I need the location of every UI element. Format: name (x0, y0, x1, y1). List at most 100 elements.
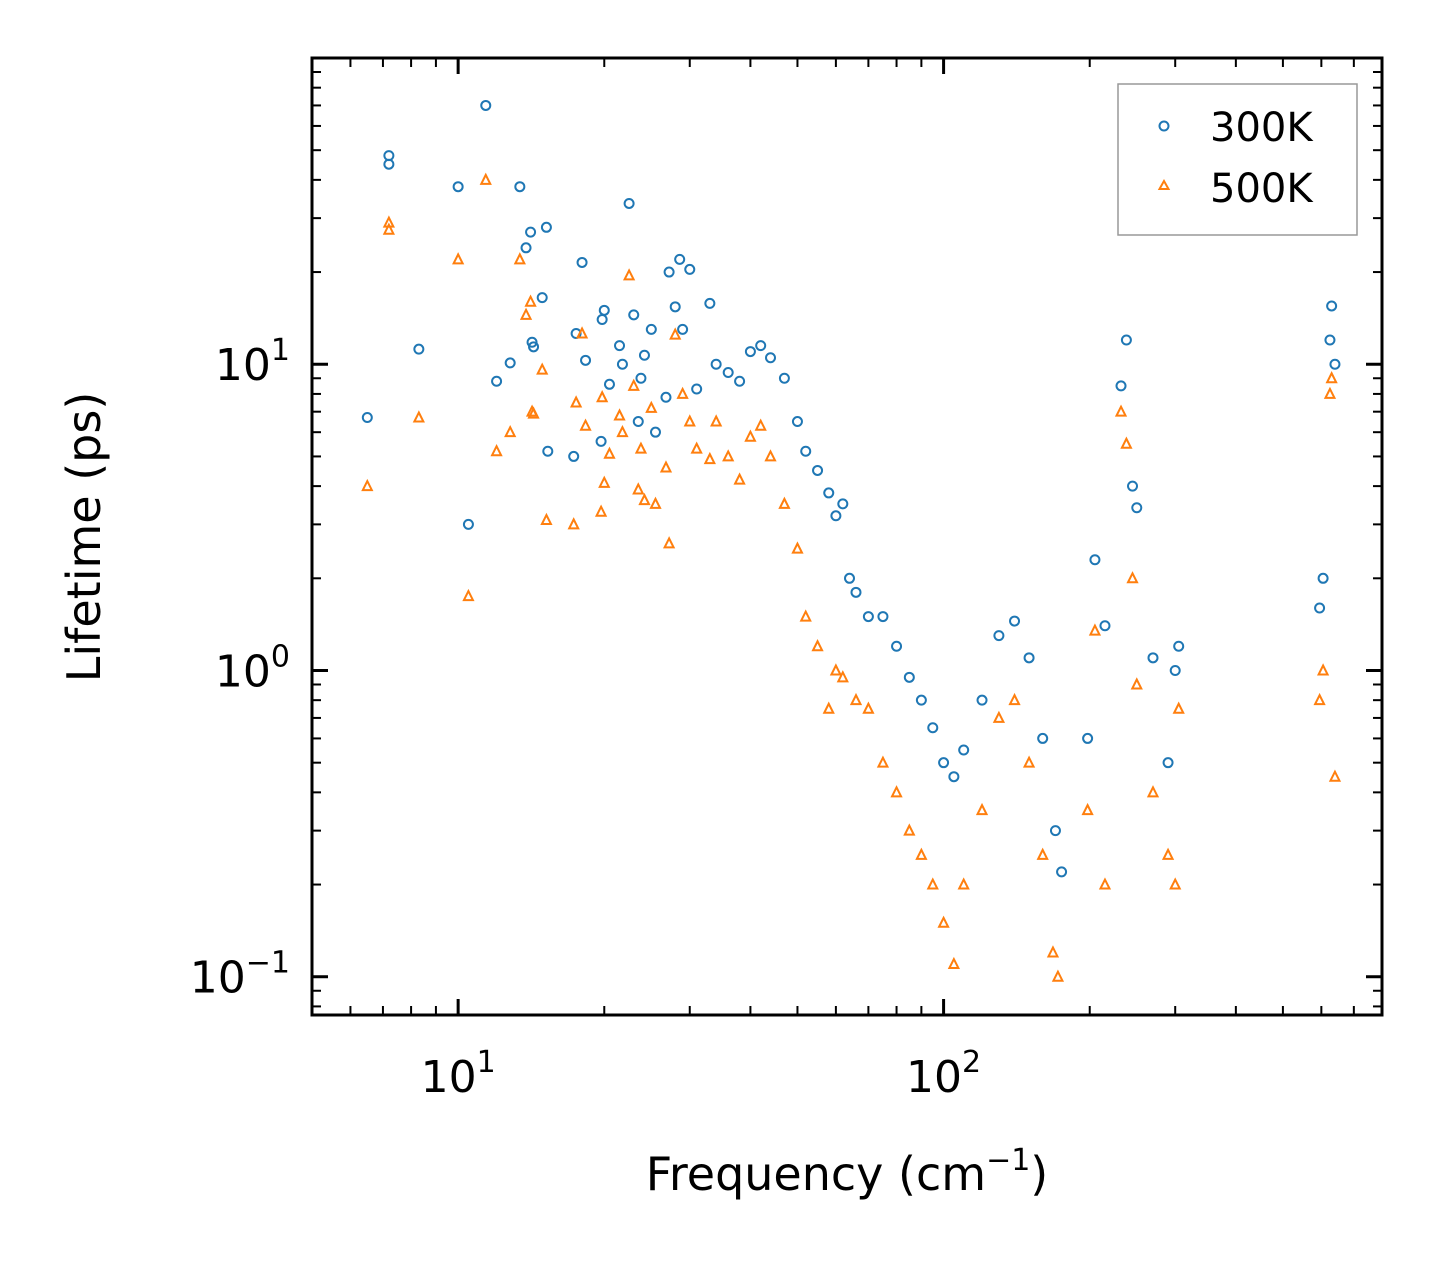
data-point-300k (540, 221, 552, 233)
data-point-300k (691, 383, 703, 395)
data-point-300k (649, 426, 661, 438)
data-point-500k (791, 541, 804, 554)
plot-frame (310, 56, 1384, 1017)
data-point-300k (877, 611, 889, 623)
data-point-300k (800, 445, 812, 457)
data-point-300k (1131, 502, 1143, 514)
data-point-500k (710, 414, 723, 427)
data-point-300k (598, 304, 610, 316)
legend-marker-300k (1158, 120, 1170, 132)
data-point-500k (722, 449, 735, 462)
data-point-500k (412, 410, 425, 423)
data-point-500k (1036, 847, 1049, 860)
data-point-500k (638, 492, 651, 506)
data-point-300k (525, 226, 537, 238)
data-point-500k (1098, 877, 1112, 890)
data-point-300k (632, 416, 644, 428)
data-point-500k (1008, 692, 1021, 706)
data-point-500k (524, 294, 537, 307)
data-point-300k (595, 435, 607, 447)
data-point-300k (734, 375, 746, 387)
data-point-300k (674, 253, 686, 265)
y-tick-label: 10−1 (190, 946, 290, 1004)
data-point-500k (829, 663, 843, 676)
data-point-500k (462, 588, 475, 602)
data-point-500k (1325, 371, 1338, 384)
series-500k (361, 172, 1342, 982)
data-point-300k (452, 181, 464, 193)
data-point-300k (576, 256, 588, 268)
data-point-500k (754, 418, 767, 431)
data-point-500k (1120, 436, 1133, 449)
data-point-500k (836, 670, 849, 683)
data-point-500k (1328, 769, 1342, 782)
data-point-500k (690, 441, 703, 454)
data-point-300k (862, 611, 874, 623)
data-point-500k (1323, 386, 1337, 399)
data-point-500k (382, 222, 395, 235)
data-point-500k (876, 755, 890, 768)
data-point-300k (778, 372, 790, 384)
data-point-500k (649, 496, 662, 509)
data-point-300k (1115, 380, 1127, 392)
data-point-500k (659, 460, 673, 473)
data-point-500k (452, 252, 465, 265)
data-point-300k (915, 694, 927, 706)
data-point-500k (778, 496, 791, 509)
data-point-300k (623, 197, 635, 209)
data-point-300k (628, 309, 640, 321)
data-point-300k (1056, 866, 1068, 878)
data-point-300k (520, 242, 532, 254)
data-point-300k (1049, 825, 1061, 837)
data-point-500k (519, 307, 533, 320)
legend-label-500k: 500K (1210, 166, 1314, 212)
data-point-300k (1023, 652, 1035, 664)
x-tick-labels: 101 102 (421, 1045, 982, 1103)
data-point-500k (862, 701, 875, 714)
data-point-500k (744, 429, 757, 442)
data-point-300k (927, 722, 939, 734)
data-point-300k (948, 771, 960, 783)
legend-label-300k: 300K (1210, 105, 1314, 151)
legend-marker-500k (1157, 178, 1171, 190)
data-point-500k (822, 701, 835, 714)
data-point-300k (645, 323, 657, 335)
data-point-500k (1313, 692, 1326, 706)
data-point-300k (1329, 358, 1341, 370)
data-point-300k (1173, 640, 1185, 652)
data-point-500k (903, 823, 916, 836)
data-point-500k (926, 877, 939, 890)
data-point-300k (480, 99, 492, 111)
series-300k (361, 99, 1341, 878)
data-point-300k (542, 445, 554, 457)
data-point-500k (957, 877, 970, 890)
data-point-500k (1146, 785, 1160, 798)
data-point-500k (634, 441, 648, 454)
data-point-300k (823, 487, 835, 499)
data-point-500k (733, 472, 746, 485)
data-point-300k (765, 352, 777, 364)
data-point-500k (799, 609, 812, 622)
data-point-500k (479, 172, 492, 185)
y-tick-labels: 10−1 100 101 (190, 333, 290, 1003)
data-point-500k (937, 915, 950, 928)
data-point-300k (903, 671, 915, 683)
data-point-300k (722, 366, 734, 378)
data-points (361, 99, 1342, 982)
data-point-500k (811, 639, 824, 652)
data-point-300k (1037, 732, 1049, 744)
data-point-500k (669, 327, 682, 340)
data-point-300k (663, 266, 675, 278)
data-point-500k (676, 386, 689, 399)
data-point-300k (638, 349, 650, 361)
data-point-500k (1316, 663, 1330, 676)
data-point-500k (1126, 571, 1139, 584)
legend-box (1117, 83, 1358, 236)
data-point-300k (891, 640, 903, 652)
data-point-300k (976, 694, 988, 706)
data-point-500k (627, 378, 640, 391)
data-point-300k (383, 158, 395, 170)
data-point-300k (1147, 652, 1159, 664)
y-tick-label: 100 (215, 639, 290, 697)
